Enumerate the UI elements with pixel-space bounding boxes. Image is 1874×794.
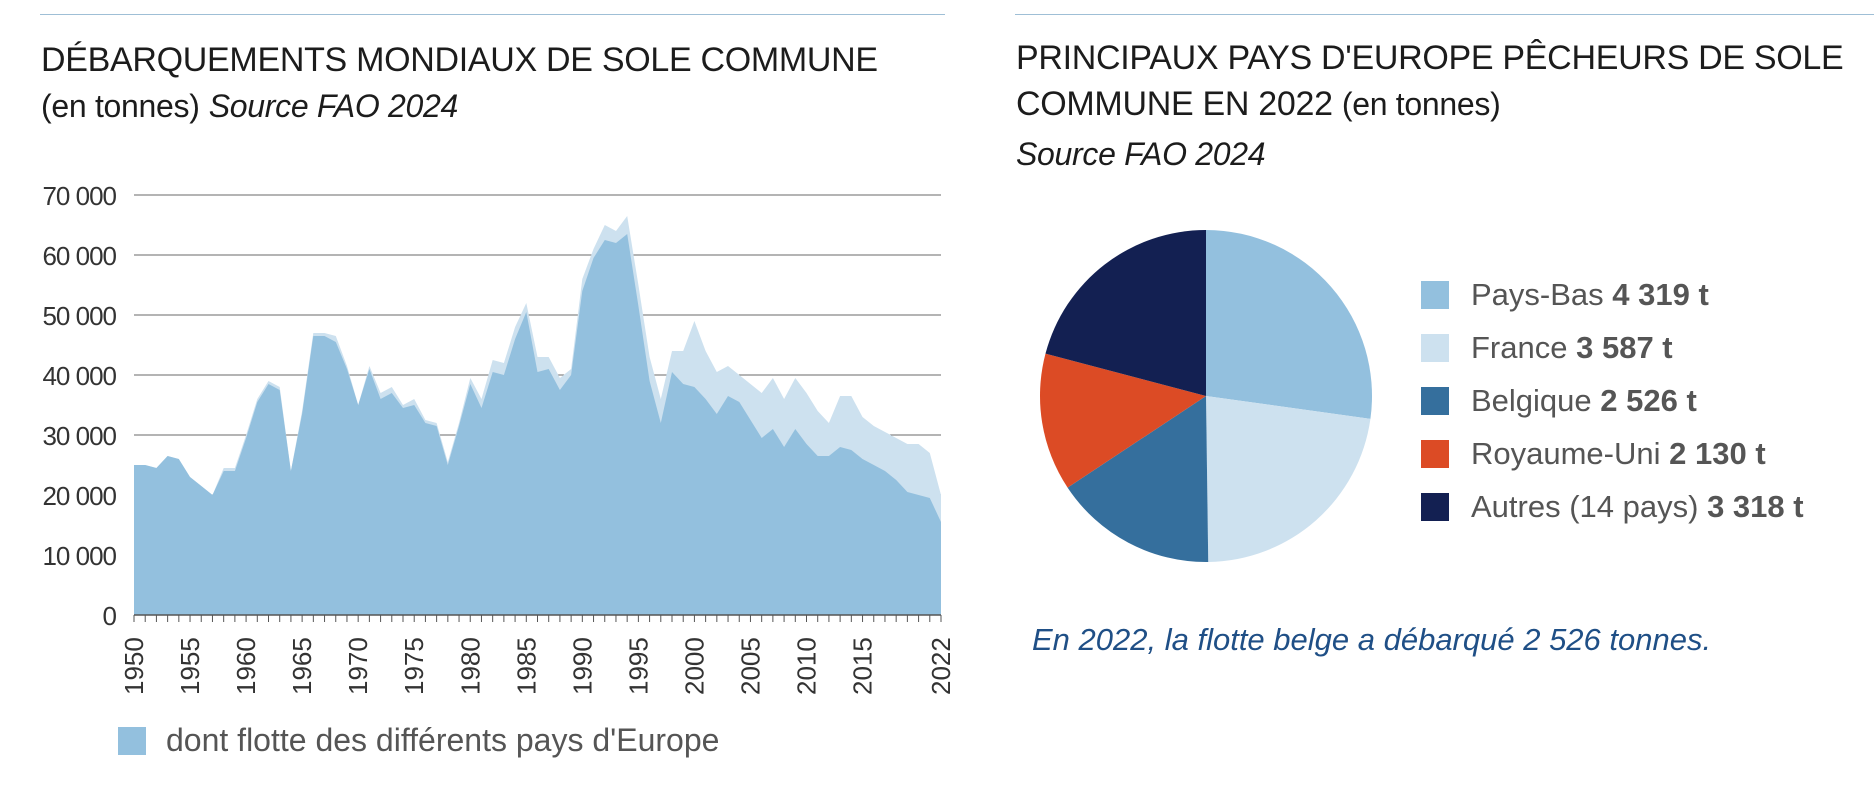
pie-legend: Pays-Bas 4 319 t France 3 587 t Belgique 2… — [1421, 268, 1804, 533]
pie-chart — [1039, 230, 1373, 562]
pie-legend-item: Pays-Bas 4 319 t — [1421, 268, 1804, 321]
pie-legend-label: Pays-Bas — [1471, 276, 1604, 312]
legend-label-europe: dont flotte des différents pays d'Europe — [166, 722, 720, 758]
left-chart-title: DÉBARQUEMENTS MONDIAUX DE SOLE COMMUNE (… — [41, 37, 941, 129]
x-tick-label: 1990 — [567, 637, 597, 695]
x-tick-label: 1965 — [287, 637, 317, 695]
area-legend: dont flotte des différents pays d'Europe — [118, 722, 719, 759]
pie-legend-value: 3 587 t — [1576, 329, 1673, 365]
right-title-unit: (en tonnes) — [1341, 86, 1501, 122]
y-tick-label: 60 000 — [42, 241, 116, 271]
y-tick-label: 20 000 — [42, 481, 116, 511]
pie-legend-value: 2 130 t — [1669, 435, 1766, 471]
y-tick-label: 10 000 — [42, 541, 116, 571]
pie-slice-autres-14-pays- — [1045, 230, 1206, 396]
x-tick-label: 1980 — [455, 637, 485, 695]
pie-slice-pays-bas — [1206, 230, 1373, 419]
area-series-europe — [134, 234, 941, 615]
pie-legend-value: 3 318 t — [1707, 488, 1804, 524]
x-tick-label: 1975 — [399, 637, 429, 695]
pie-legend-item: Belgique 2 526 t — [1421, 374, 1804, 427]
pie-slice-belgique — [1067, 396, 1209, 562]
y-tick-label: 50 000 — [42, 301, 116, 331]
pie-legend-label: Royaume-Uni — [1471, 435, 1661, 471]
pie-legend-label: France — [1471, 329, 1568, 365]
right-top-rule — [1015, 14, 1874, 15]
pie-slice-france — [1206, 396, 1371, 562]
pie-legend-swatch — [1421, 386, 1449, 415]
y-tick-label: 40 000 — [42, 361, 116, 391]
pie-legend-item: France 3 587 t — [1421, 321, 1804, 374]
pie-slice-royaume-uni — [1039, 353, 1206, 488]
pie-legend-item: Autres (14 pays) 3 318 t — [1421, 480, 1804, 533]
pie-legend-swatch — [1421, 492, 1449, 521]
x-tick-label: 1950 — [119, 637, 149, 695]
y-tick-label: 30 000 — [42, 421, 116, 451]
left-title-main: DÉBARQUEMENTS MONDIAUX DE SOLE COMMUNE — [41, 41, 878, 79]
x-tick-label: 2000 — [679, 637, 709, 695]
pie-legend-item: Royaume-Uni 2 130 t — [1421, 427, 1804, 480]
right-title-source: Source FAO 2024 — [1016, 136, 1266, 172]
pie-legend-value: 4 319 t — [1612, 276, 1709, 312]
belgium-note: En 2022, la flotte belge a débarqué 2 52… — [1032, 622, 1712, 657]
pie-legend-value: 2 526 t — [1600, 382, 1697, 418]
legend-swatch-europe — [118, 726, 146, 755]
pie-legend-swatch — [1421, 280, 1449, 309]
x-tick-label: 2005 — [735, 637, 765, 695]
x-tick-label: 2022 — [926, 637, 956, 695]
y-tick-label: 0 — [103, 601, 117, 631]
x-tick-label: 2010 — [792, 637, 822, 695]
x-tick-label: 1970 — [343, 637, 373, 695]
y-tick-label: 70 000 — [42, 181, 116, 211]
left-title-unit: (en tonnes) — [41, 88, 200, 124]
pie-legend-label: Autres (14 pays) — [1471, 488, 1699, 524]
pie-legend-swatch — [1421, 333, 1449, 362]
x-tick-label: 2015 — [848, 637, 878, 695]
pie-legend-label: Belgique — [1471, 382, 1592, 418]
x-tick-label: 1995 — [623, 637, 653, 695]
right-title-line1: PRINCIPAUX PAYS D'EUROPE PÊCHEURS DE SOL… — [1016, 39, 1844, 77]
x-tick-label: 1985 — [511, 637, 541, 695]
left-top-rule — [40, 14, 945, 15]
right-chart-title: PRINCIPAUX PAYS D'EUROPE PÊCHEURS DE SOL… — [1016, 35, 1874, 177]
x-tick-label: 1955 — [175, 637, 205, 695]
area-chart: 0 10 000 20 000 30 000 40 000 50 000 60 000 70 … — [42, 181, 956, 695]
left-title-source: Source FAO 2024 — [208, 88, 459, 124]
x-tick-label: 1960 — [231, 637, 261, 695]
pie-legend-swatch — [1421, 439, 1449, 468]
right-title-line2: COMMUNE EN 2022 — [1016, 85, 1333, 123]
